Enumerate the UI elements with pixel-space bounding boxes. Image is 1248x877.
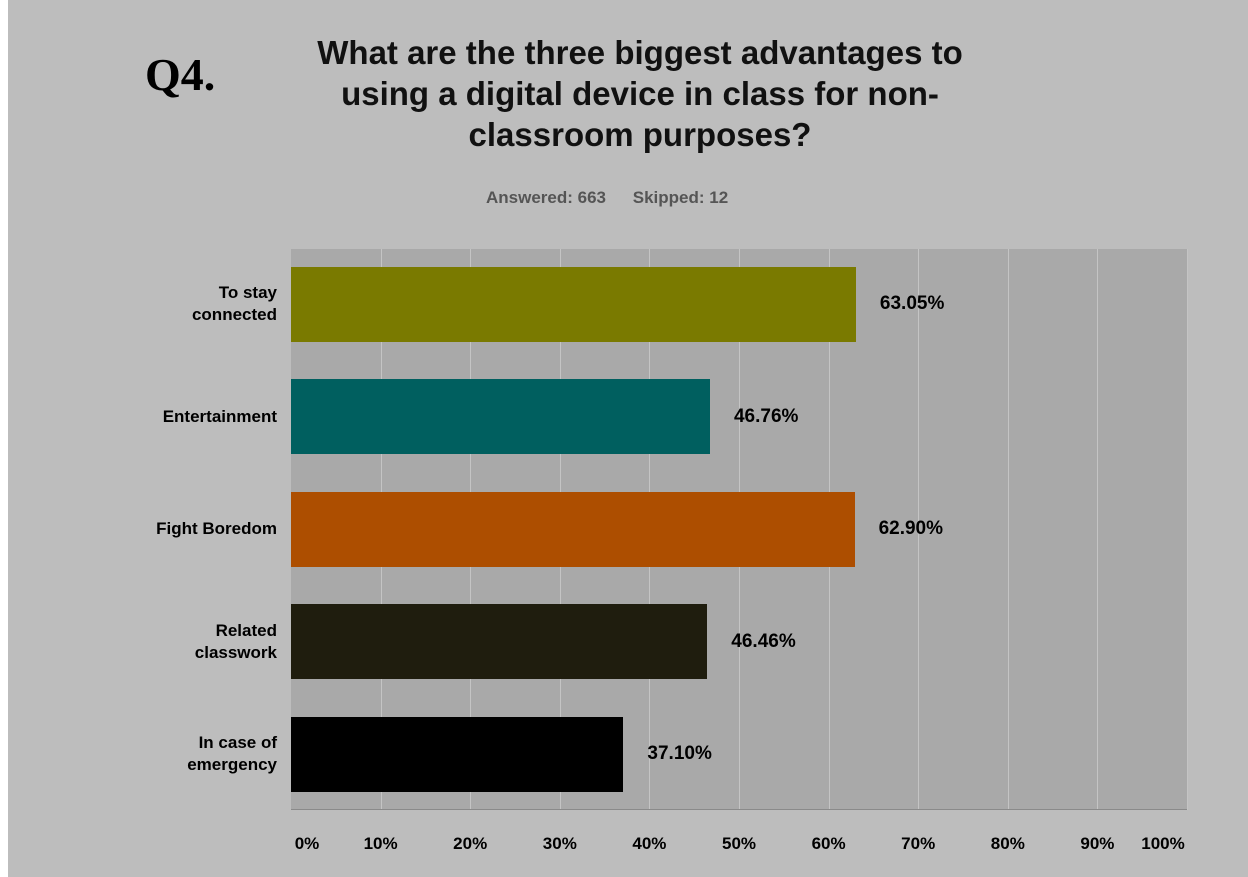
- chart-title-line: using a digital device in class for non-: [341, 75, 939, 112]
- x-axis-line: [291, 809, 1187, 810]
- category-label-line: connected: [191, 305, 277, 324]
- bar: [291, 379, 710, 454]
- x-tick-label: 0%: [294, 834, 320, 853]
- question-number: Q4.: [145, 49, 216, 100]
- gridline: [918, 249, 919, 810]
- category-label-line: In case of: [198, 733, 277, 752]
- category-label: To stay connected: [77, 282, 277, 326]
- x-tick-label: 20%: [453, 834, 488, 853]
- answered-count: Answered: 663: [486, 188, 606, 207]
- bar: [291, 604, 708, 679]
- chart-title: What are the three biggest advantages to…: [240, 32, 1040, 155]
- x-tick-label: 100%: [1141, 834, 1185, 853]
- x-tick-label: 10%: [363, 834, 398, 853]
- category-label: Entertainment: [77, 406, 277, 428]
- category-label: Related classwork: [77, 620, 277, 664]
- skipped-count: Skipped: 12: [632, 188, 729, 207]
- category-label-line: classwork: [194, 642, 277, 662]
- x-tick-label: 80%: [990, 834, 1025, 853]
- bar: [291, 266, 856, 342]
- x-tick-label: 60%: [811, 834, 846, 853]
- chart-title-line: classroom purposes?: [468, 116, 812, 153]
- chart-title-line: What are the three biggest advantages to: [317, 34, 963, 71]
- bar-value-label: 46.76%: [733, 405, 799, 427]
- category-label: Fight Boredom: [77, 518, 277, 540]
- category-label-line: Entertainment: [162, 406, 277, 426]
- category-label-line: To stay: [218, 283, 277, 302]
- bar-value-label: 46.46%: [731, 630, 796, 652]
- category-label-line: Related: [215, 620, 277, 640]
- category-label-line: Fight Boredom: [156, 519, 277, 538]
- gridline: [1097, 249, 1098, 810]
- x-tick-label: 70%: [901, 834, 936, 853]
- bar-value-label: 63.05%: [879, 293, 945, 314]
- x-tick-label: 30%: [542, 834, 577, 853]
- category-label-line: emergency: [187, 755, 277, 774]
- response-stats: Answered: 663 Skipped: 12: [486, 188, 728, 208]
- gridline: [1187, 249, 1188, 810]
- x-tick-label: 40%: [632, 834, 667, 853]
- bar: [291, 491, 855, 567]
- plot-area: [291, 249, 1188, 810]
- bar-value-label: 37.10%: [647, 743, 712, 764]
- gridline: [1008, 249, 1009, 810]
- bar: [291, 716, 624, 792]
- category-label: In case of emergency: [77, 732, 277, 776]
- bar-value-label: 62.90%: [878, 518, 944, 539]
- x-tick-label: 90%: [1080, 834, 1115, 853]
- x-tick-label: 50%: [721, 834, 757, 853]
